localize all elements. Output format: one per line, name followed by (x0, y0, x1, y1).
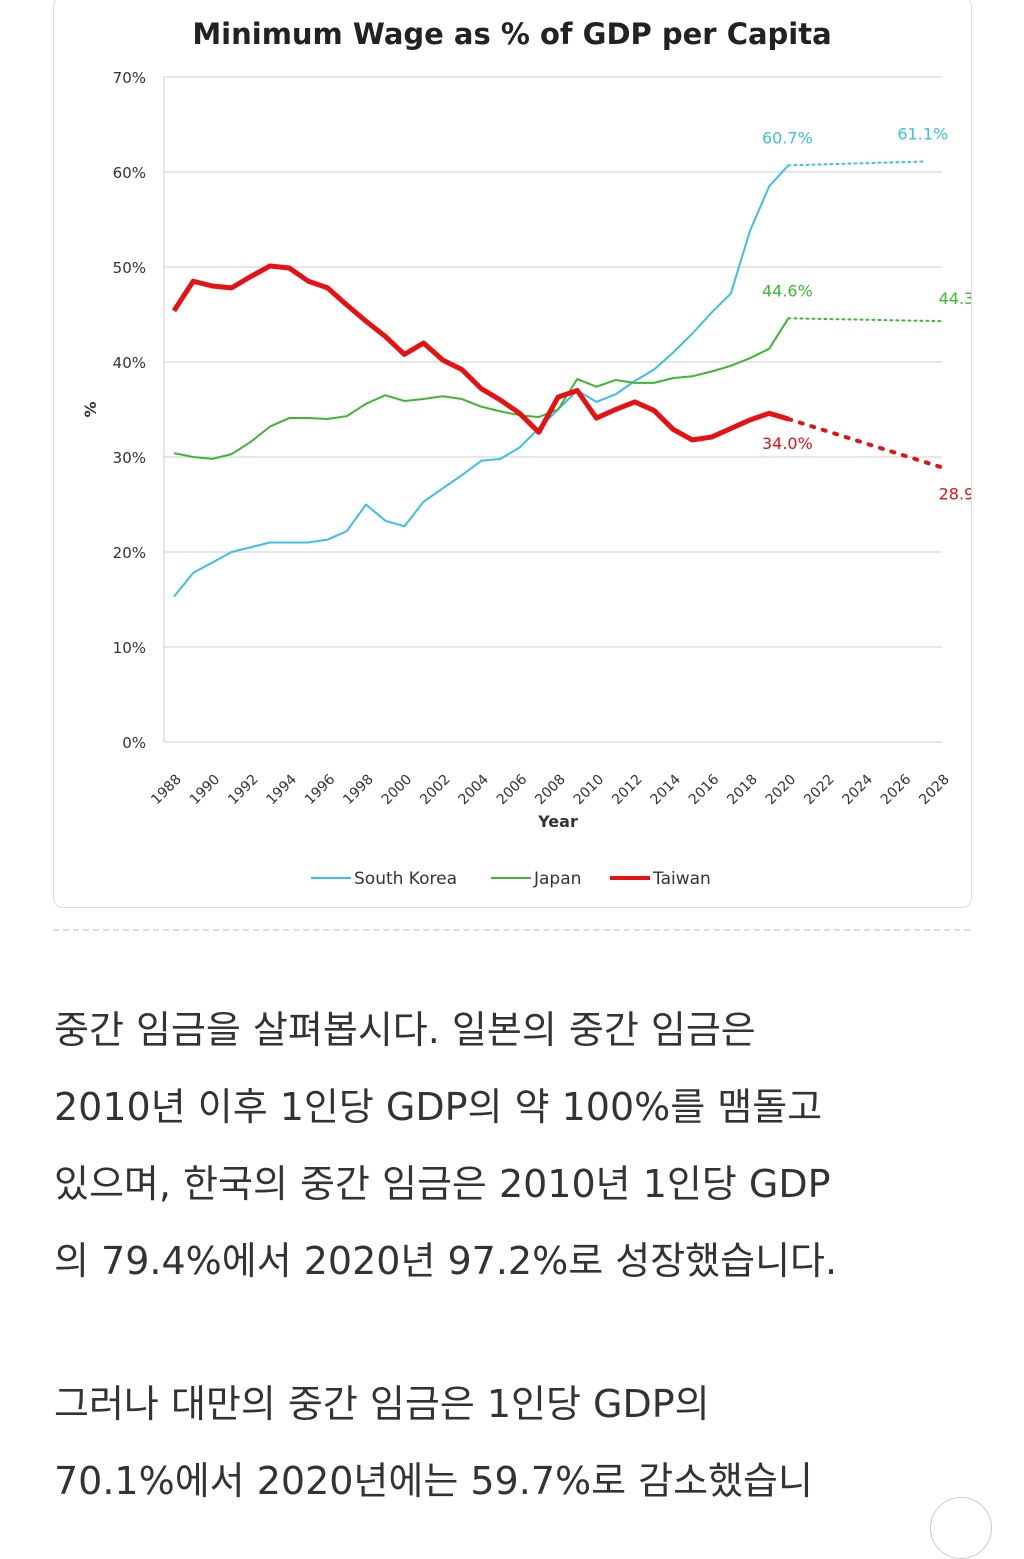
scroll-top-button[interactable] (930, 1497, 992, 1559)
x-tick-label: 1992 (225, 772, 262, 809)
x-tick-label: 1996 (302, 771, 339, 808)
x-tick-label: 1998 (340, 772, 377, 809)
data-label: 44.3% (939, 289, 971, 308)
x-tick-label: 2008 (532, 772, 569, 809)
projection-line (788, 318, 942, 321)
x-tick-label: 2006 (494, 771, 531, 808)
x-tick-label: 1994 (264, 771, 301, 808)
section-divider (53, 929, 970, 931)
x-tick-label: 1990 (187, 772, 224, 809)
x-tick-label: 2022 (801, 772, 838, 809)
data-label: 44.6% (762, 281, 813, 300)
x-tick-label: 1988 (148, 772, 185, 809)
series-line-taiwan (174, 266, 788, 440)
text-line: 그러나 대만의 중간 임금은 1인당 GDP의 (54, 1366, 984, 1443)
chart-card: Minimum Wage as % of GDP per Capita 0% 10%… (53, 0, 972, 908)
legend-label: Taiwan (652, 869, 711, 889)
text-line: 2010년 이후 1인당 GDP의 약 100%를 맴돌고 (54, 1069, 984, 1146)
text-line: 70.1%에서 2020년에는 59.7%로 감소했습니 (54, 1443, 984, 1520)
y-tick-label: 20% (113, 544, 146, 562)
y-tick-label: 70% (113, 69, 146, 87)
paragraph-1: 중간 임금을 살펴봅시다. 일본의 중간 임금은 2010년 이후 1인당 GD… (54, 992, 984, 1300)
x-tick-label: 2002 (417, 772, 454, 809)
y-tick-label: 50% (113, 259, 146, 277)
y-tick-label: 0% (122, 734, 146, 752)
series-line-south-korea (174, 165, 788, 596)
x-axis-label: Year (537, 812, 578, 831)
y-tick-label: 10% (113, 639, 146, 657)
x-tick-label: 2012 (609, 772, 646, 809)
y-tick-label: 30% (113, 449, 146, 467)
x-tick-label: 2010 (571, 772, 608, 809)
text-line: 중간 임금을 살펴봅시다. 일본의 중간 임금은 (54, 992, 984, 1069)
data-label: 60.7% (762, 128, 813, 147)
legend-label: Japan (533, 869, 581, 889)
x-tick-label: 2004 (456, 771, 493, 808)
x-tick-label: 2000 (379, 772, 416, 809)
text-line: 의 79.4%에서 2020년 97.2%로 성장했습니다. (54, 1223, 984, 1300)
legend-label: South Korea (354, 869, 457, 889)
y-axis-label: % (81, 401, 100, 417)
x-tick-label: 2014 (648, 771, 685, 808)
data-label: 34.0% (762, 434, 813, 453)
data-label: 61.1% (897, 125, 948, 144)
text-line: 있으며, 한국의 중간 임금은 2010년 1인당 GDP (54, 1146, 984, 1223)
x-tick-label: 2024 (840, 771, 877, 808)
x-tick-label: 2026 (878, 771, 915, 808)
y-tick-label: 60% (113, 164, 146, 182)
x-tick-label: 2016 (686, 771, 723, 808)
y-tick-label: 40% (113, 354, 146, 372)
chart-title: Minimum Wage as % of GDP per Capita (192, 17, 831, 51)
x-tick-label: 2018 (724, 772, 761, 809)
x-tick-label: 2028 (916, 772, 953, 809)
x-tick-label: 2020 (763, 772, 800, 809)
projection-line (788, 162, 922, 166)
line-chart: Minimum Wage as % of GDP per Capita 0% 10%… (54, 0, 971, 907)
paragraph-2: 그러나 대만의 중간 임금은 1인당 GDP의 70.1%에서 2020년에는 … (54, 1366, 984, 1520)
data-label: 28.9% (939, 484, 971, 503)
